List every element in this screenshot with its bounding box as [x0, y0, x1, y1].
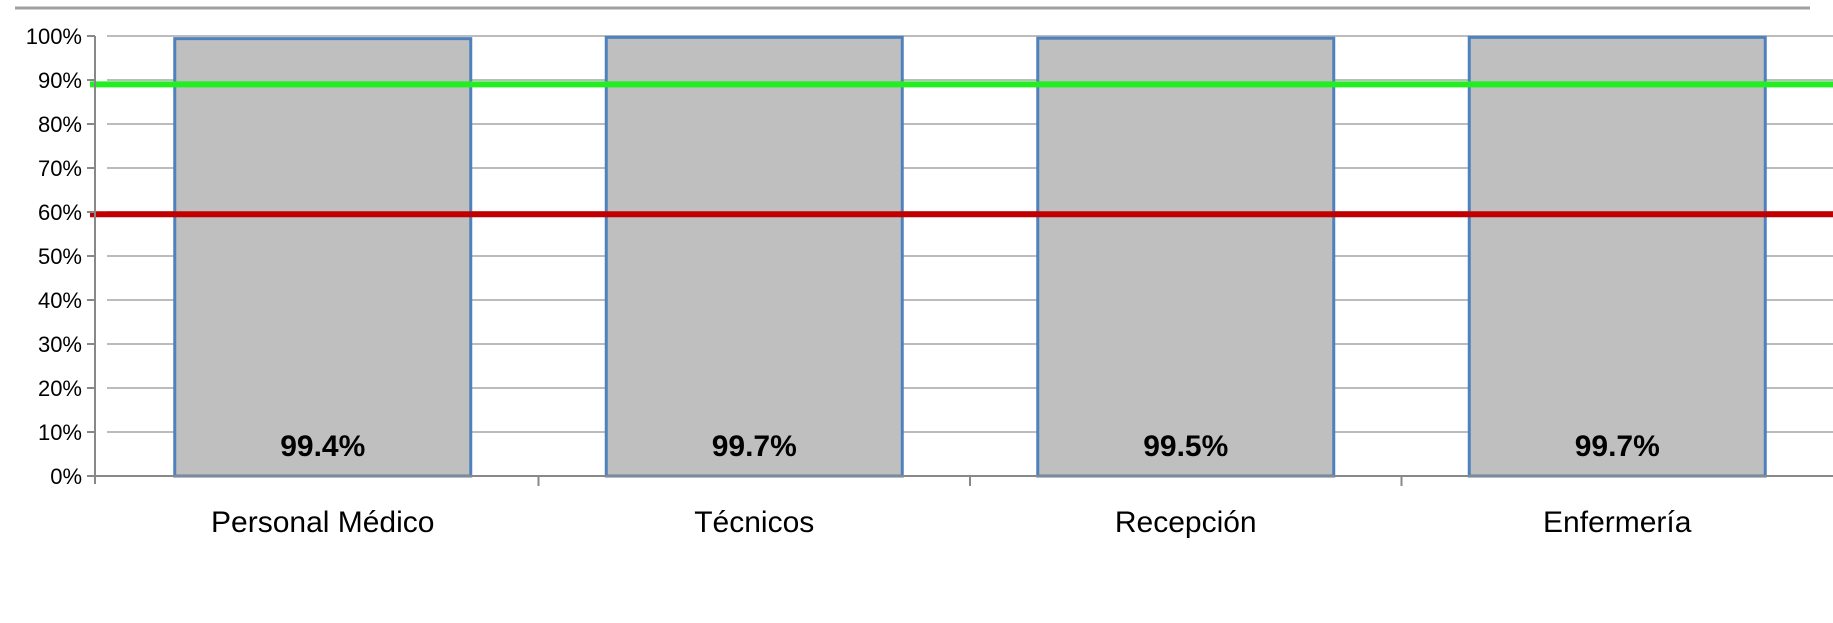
y-tick-label: 60%: [38, 200, 82, 225]
axes: [87, 35, 1833, 486]
category-label: Enfermería: [1543, 506, 1692, 539]
y-tick-label: 40%: [38, 288, 82, 313]
data-label: 99.7%: [1575, 430, 1660, 463]
y-tick-labels: 0% 10% 20% 30% 40% 50% 60% 70% 80% 90% 100%: [26, 24, 82, 489]
bar: [173, 37, 473, 478]
data-labels: 99.4% 99.7% 99.5% 99.7%: [280, 430, 1660, 463]
bars: [173, 35, 1767, 478]
data-label: 99.4%: [280, 430, 365, 463]
y-tick-label: 90%: [38, 68, 82, 93]
reference-lines: [90, 81, 1833, 218]
y-tick-label: 50%: [38, 244, 82, 269]
category-label: Personal Médico: [211, 506, 434, 539]
y-tick-label: 10%: [38, 420, 82, 445]
bar: [604, 35, 904, 478]
y-tick-label: 80%: [38, 112, 82, 137]
y-tick-label: 20%: [38, 376, 82, 401]
data-label: 99.7%: [712, 430, 797, 463]
category-labels: Personal Médico Técnicos Recepción Enfermer…: [211, 506, 1692, 539]
y-tick-label: 70%: [38, 156, 82, 181]
category-label: Técnicos: [694, 506, 814, 539]
data-label: 99.5%: [1143, 430, 1228, 463]
y-tick-label: 0%: [50, 464, 82, 489]
y-tick-label: 100%: [26, 24, 82, 49]
category-label: Recepción: [1115, 506, 1257, 539]
bar: [1467, 35, 1767, 478]
bar: [1036, 36, 1336, 478]
y-tick-label: 30%: [38, 332, 82, 357]
